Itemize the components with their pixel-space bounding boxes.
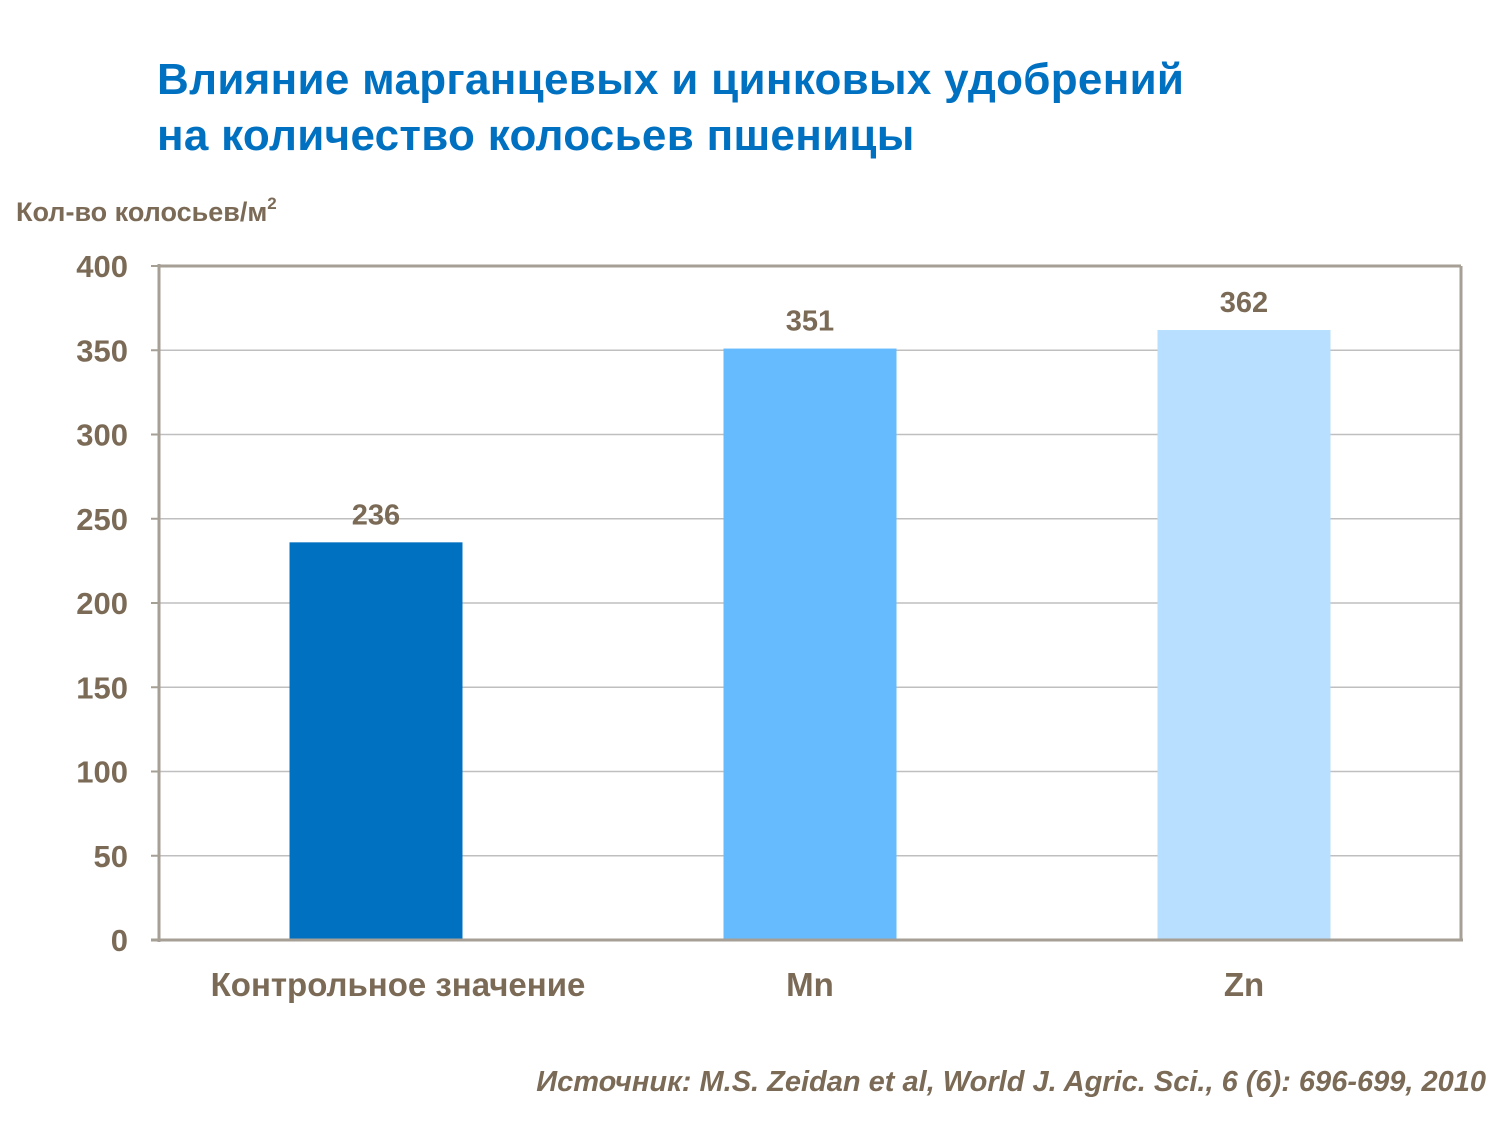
y-tick-label: 200 [76, 586, 128, 621]
y-axis-label-superscript: 2 [267, 194, 277, 213]
x-tick-label: Zn [1224, 966, 1264, 1003]
y-tick-label: 150 [76, 670, 128, 705]
y-tick-label: 250 [76, 502, 128, 537]
bar [289, 542, 463, 940]
bar [723, 348, 897, 940]
y-tick-label: 300 [76, 418, 128, 453]
data-label: 351 [786, 306, 834, 338]
y-tick-label: 100 [76, 755, 128, 790]
y-axis-label: Кол-во колосьев/м2 [16, 194, 277, 228]
y-axis-label-text: Кол-во колосьев/м [16, 197, 268, 227]
data-label: 362 [1220, 287, 1268, 319]
source-citation: Источник: M.S. Zeidan et al, World J. Ag… [536, 1066, 1486, 1098]
data-label: 236 [352, 499, 400, 531]
y-tick-label: 350 [76, 333, 128, 368]
y-tick-label: 0 [111, 923, 128, 958]
x-tick-label: Mn [786, 966, 834, 1003]
chart-title: Влияние марганцевых и цинковых удобрений… [157, 52, 1184, 164]
bar [1157, 330, 1331, 940]
y-tick-label: 400 [76, 249, 128, 284]
x-tick-label: Контрольное значение [211, 966, 586, 1003]
chart-title-line-1: Влияние марганцевых и цинковых удобрений [157, 55, 1185, 104]
y-tick-label: 50 [94, 839, 128, 874]
chart-title-line-2: на количество колосьев пшеницы [157, 111, 915, 160]
